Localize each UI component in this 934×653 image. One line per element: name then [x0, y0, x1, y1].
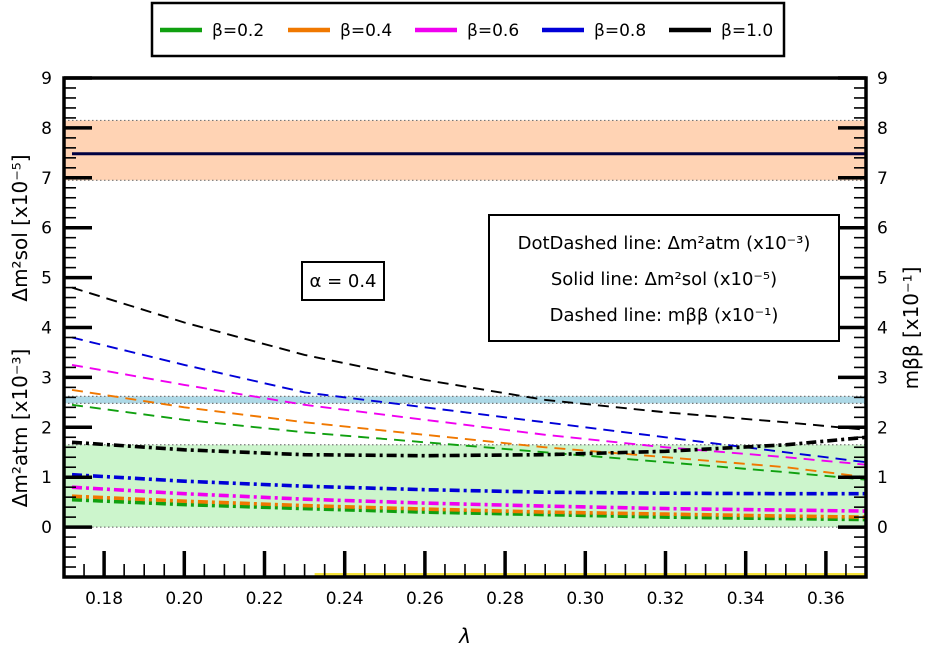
series-0-2-m-atm	[71, 497, 867, 522]
y-tick-label-right: 0	[877, 518, 888, 538]
y-tick-label-left: 2	[41, 418, 52, 438]
series-0-6-m-atm	[71, 485, 867, 513]
solar-band	[64, 120, 866, 181]
legend-label-0-6: β=0.6	[467, 21, 519, 41]
x-tick-label: 0.26	[406, 589, 444, 609]
series-0-8-m	[71, 336, 867, 464]
legend: β=0.2 β=0.4 β=0.6 β=0.8 β=1.0	[150, 1, 786, 58]
x-axis-title: λ	[458, 624, 471, 648]
x-tick-label: 0.18	[85, 589, 123, 609]
alpha-label: α = 0.4	[309, 271, 376, 292]
y-tick-label-right: 4	[877, 319, 888, 339]
x-tick-label: 0.24	[326, 589, 364, 609]
bands-layer	[64, 119, 866, 576]
info-line-dotdashed: DotDashed line: Δm²atm (x10⁻³)	[518, 233, 811, 254]
y-tick-label-right: 8	[877, 119, 888, 139]
y-tick-label-left: 9	[41, 69, 52, 89]
y-tick-label-left: 4	[41, 319, 52, 339]
info-box: DotDashed line: Δm²atm (x10⁻³) Solid lin…	[488, 214, 840, 342]
legend-label-0-4: β=0.4	[340, 21, 392, 41]
info-line-solid: Solid line: Δm²sol (x10⁻⁵)	[551, 269, 777, 290]
y-tick-label-left: 0	[41, 518, 52, 538]
legend-label-1-0: β=1.0	[721, 21, 773, 41]
x-tick-label: 0.34	[727, 589, 765, 609]
series-1-0-m	[71, 286, 867, 431]
x-tick-label: 0.28	[486, 589, 524, 609]
y-tick-label-right: 7	[877, 169, 888, 189]
series-0-4-m	[71, 388, 867, 479]
legend-label-0-8: β=0.8	[594, 21, 646, 41]
series-0-8-m-atm	[71, 472, 866, 496]
x-tick-label: 0.32	[647, 589, 685, 609]
y-tick-label-right: 3	[877, 368, 888, 388]
y-axis-title-right: mββ [x10⁻¹]	[899, 267, 923, 390]
mbb-band	[64, 396, 866, 404]
x-tick-label: 0.20	[165, 589, 203, 609]
y-tick-label-left: 8	[41, 119, 52, 139]
y-axis-title-left-top: Δm²sol [x10⁻⁵]	[8, 154, 32, 301]
y-tick-label-right: 5	[877, 269, 888, 289]
y-tick-label-right: 1	[877, 468, 888, 488]
y-tick-label-right: 2	[877, 418, 888, 438]
x-tick-label: 0.30	[566, 589, 604, 609]
lines-layer	[71, 152, 867, 522]
labels-layer: 0 0 1 1 2 2 3 3 4 4 5 5 6 6 7 7 8 8 9 9 0.18 0.20 0.22 0.24 0.26…	[41, 69, 888, 609]
y-tick-label-left: 5	[41, 269, 52, 289]
series-0-6-m	[71, 363, 867, 466]
alpha-label-box: α = 0.4	[301, 261, 385, 301]
series-0-4-m-atm	[71, 494, 867, 519]
series-0-2-m	[71, 403, 867, 481]
y-tick-label-left: 3	[41, 368, 52, 388]
y-tick-label-left: 7	[41, 169, 52, 189]
legend-label-0-2: β=0.2	[212, 21, 264, 41]
y-tick-label-right: 6	[877, 219, 888, 239]
info-line-dashed: Dashed line: mββ (x10⁻¹)	[550, 305, 779, 326]
y-axis-title-left-bottom: Δm²atm [x10⁻³]	[8, 349, 32, 508]
ticks-layer	[63, 76, 867, 577]
x-tick-label: 0.22	[246, 589, 284, 609]
y-tick-label-right: 9	[877, 69, 888, 89]
x-tick-label: 0.36	[807, 589, 845, 609]
y-tick-label-left: 1	[41, 468, 52, 488]
series-1-0-m-atm	[71, 435, 867, 458]
lambda-allowed-band	[314, 573, 866, 576]
y-tick-label-left: 6	[41, 219, 52, 239]
